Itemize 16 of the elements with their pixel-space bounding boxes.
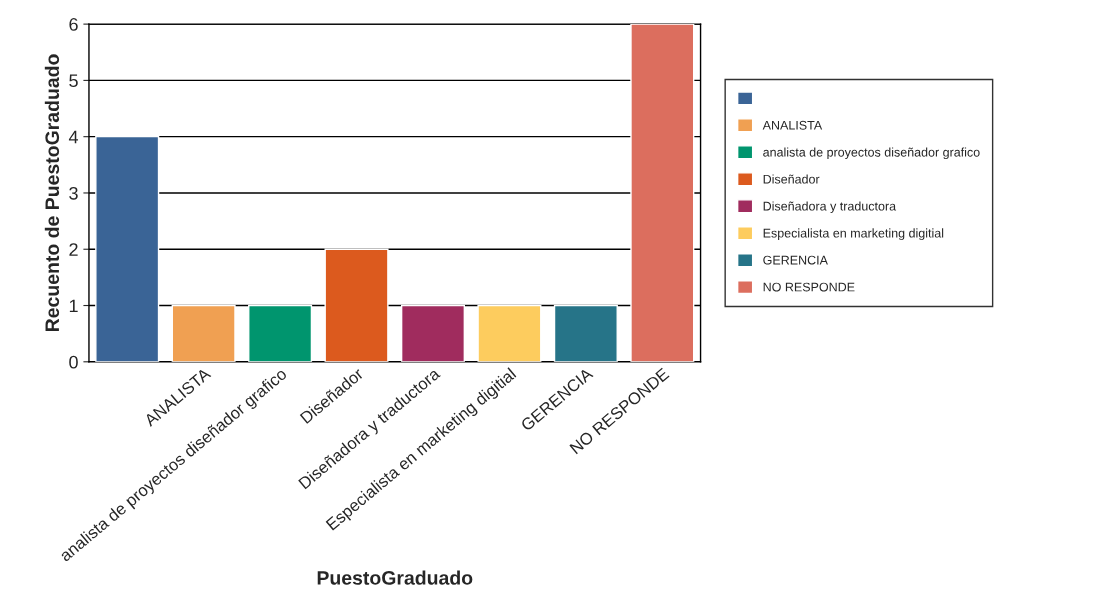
legend-label: Diseñador — [763, 174, 820, 184]
legend-label: Diseñadora y traductora — [763, 201, 897, 214]
y-tick-label: 1 — [69, 299, 78, 313]
x-axis-title: PuestoGraduado — [317, 570, 473, 585]
y-axis-title: Recuento de PuestoGraduado — [44, 54, 60, 332]
y-tick-label: 3 — [69, 186, 78, 200]
y-tick-label: 5 — [69, 74, 78, 88]
legend-label: Especialista en marketing digitial — [763, 228, 944, 241]
legend-label: GERENCIA — [763, 255, 828, 265]
legend-label: analista de proyectos diseñador grafico — [763, 147, 980, 160]
y-tick-label: 2 — [69, 243, 78, 256]
legend-label: NO RESPONDE — [763, 282, 855, 292]
y-tick-label: 0 — [69, 355, 78, 369]
y-tick-label: 4 — [68, 130, 79, 144]
legend-label: ANALISTA — [762, 120, 823, 130]
y-tick-label: 6 — [69, 18, 78, 31]
